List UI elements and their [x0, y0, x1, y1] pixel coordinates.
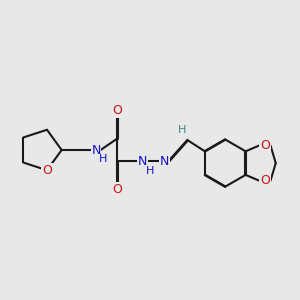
Text: O: O [260, 139, 270, 152]
Text: O: O [112, 104, 122, 117]
Text: O: O [112, 183, 122, 196]
Text: O: O [260, 174, 270, 187]
Text: N: N [138, 155, 148, 168]
Text: H: H [146, 166, 154, 176]
Text: H: H [178, 125, 186, 135]
Text: N: N [91, 143, 101, 157]
Text: N: N [160, 155, 169, 168]
Text: O: O [42, 164, 52, 177]
Text: H: H [99, 154, 107, 164]
